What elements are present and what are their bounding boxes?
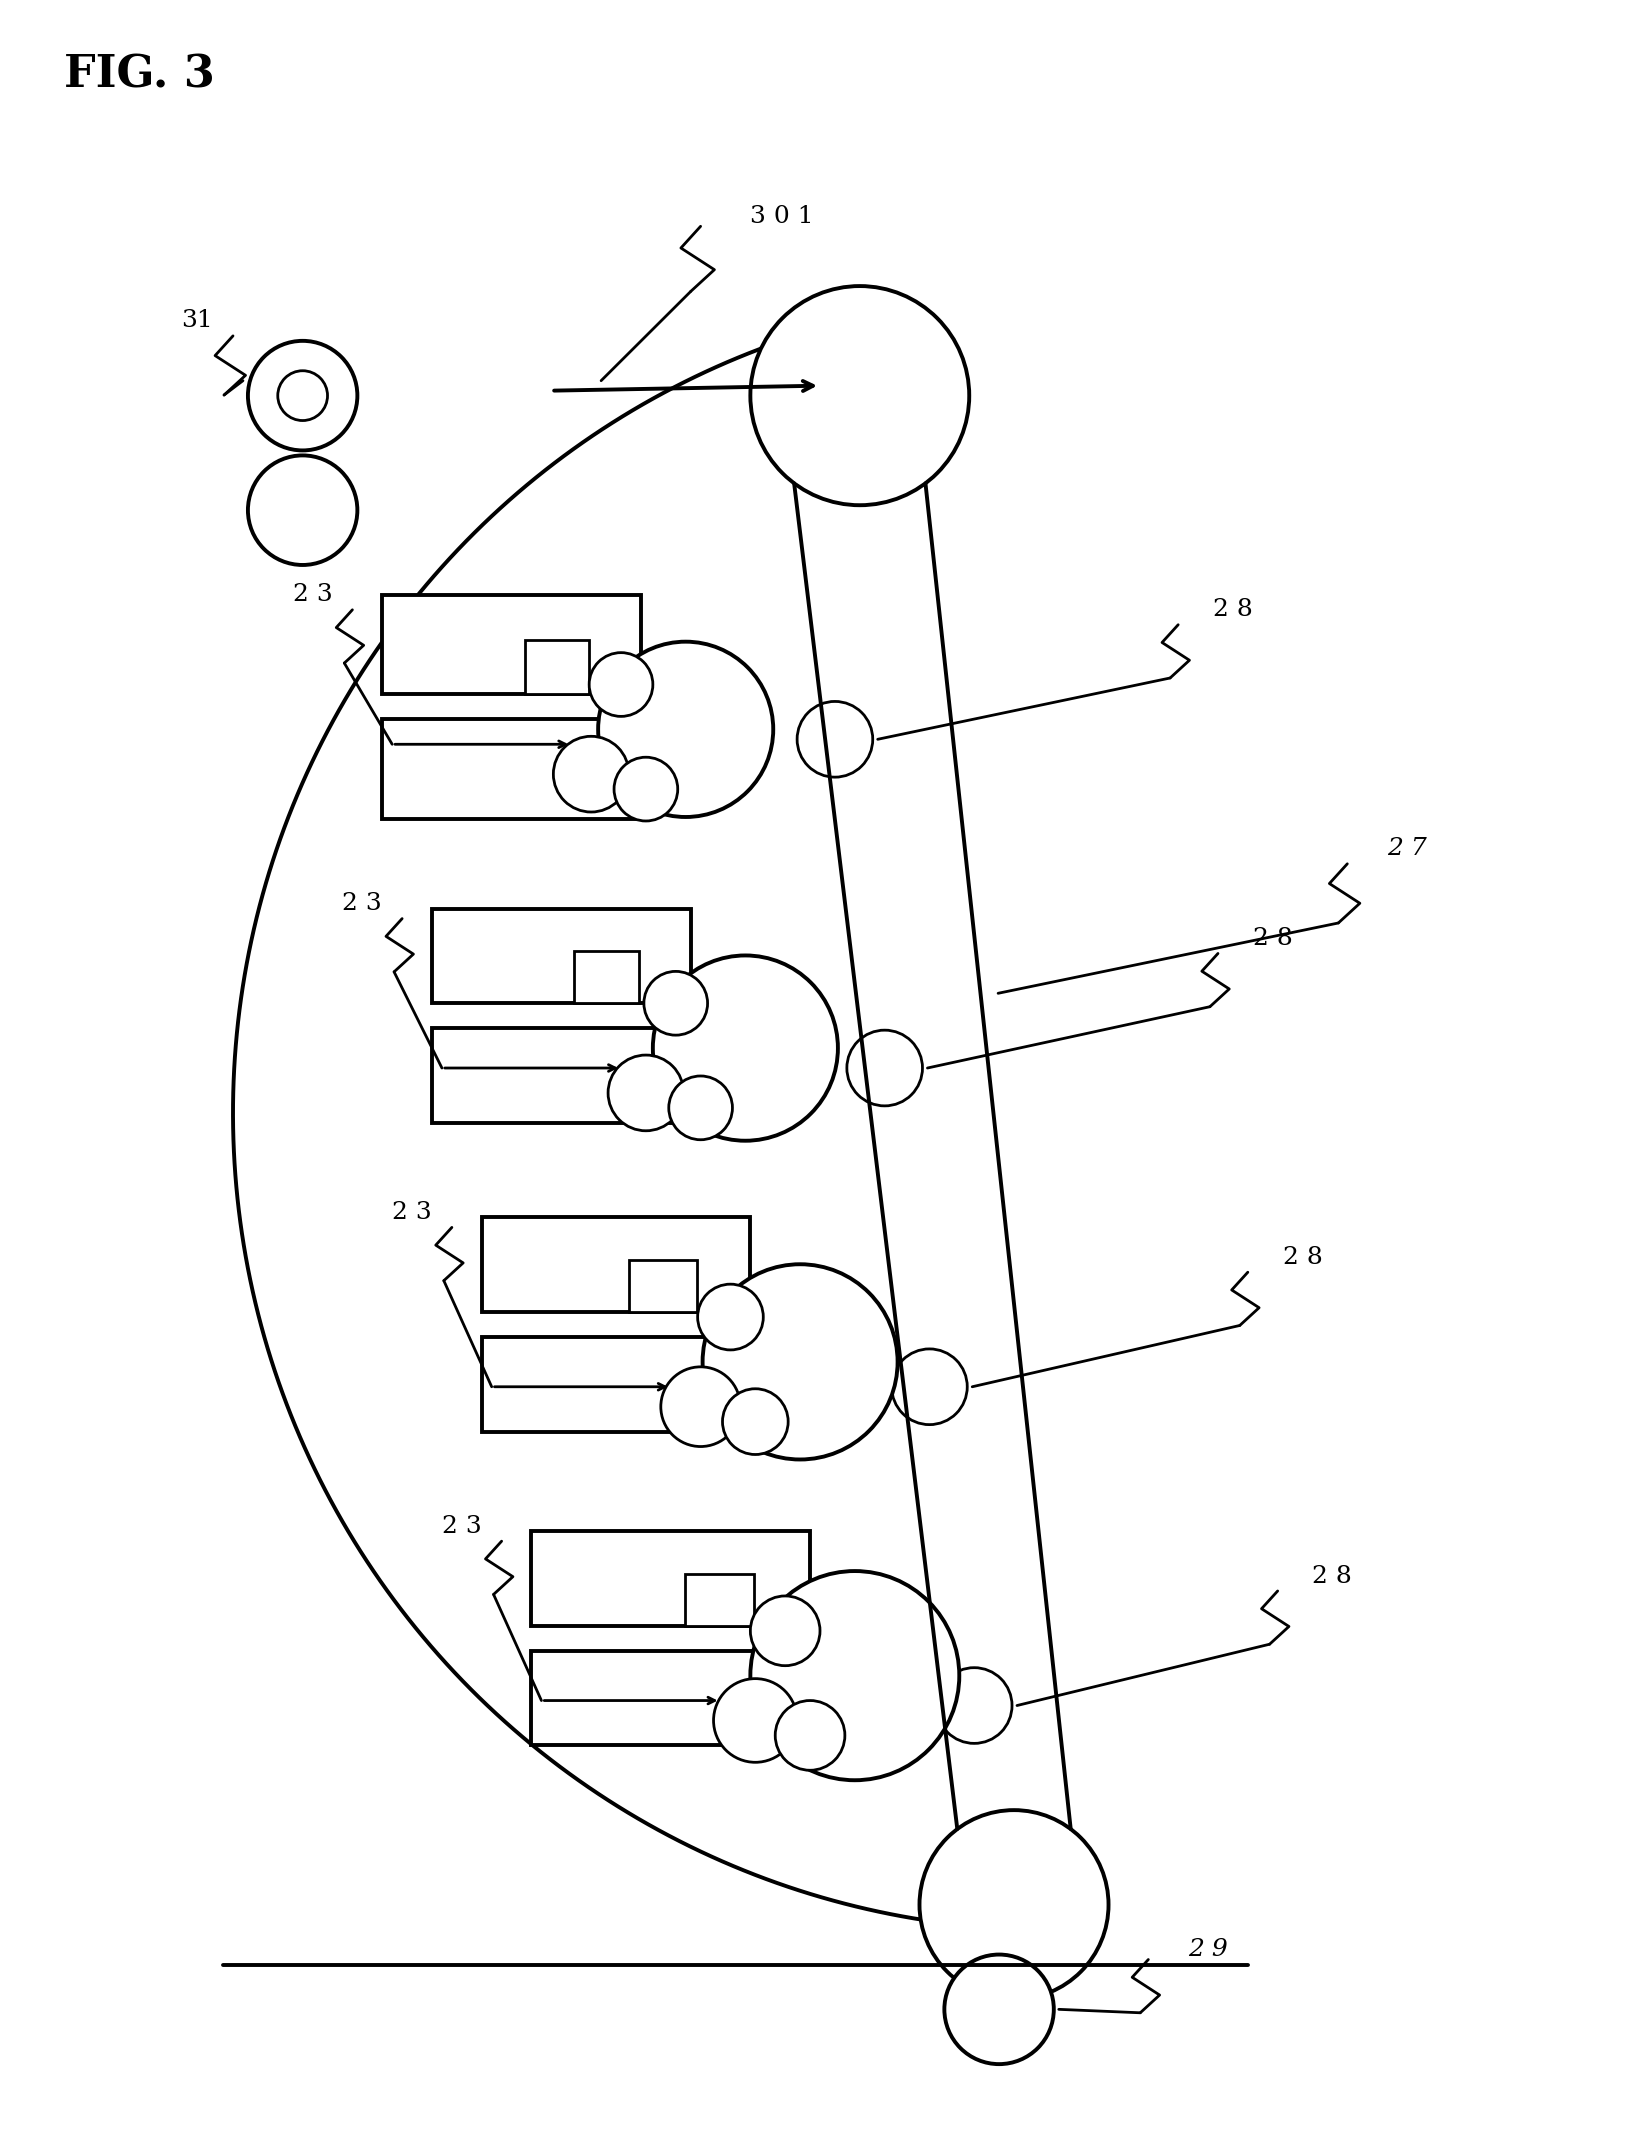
Circle shape: [644, 971, 706, 1035]
Text: 2 3: 2 3: [441, 1515, 482, 1539]
Text: FIG. 3: FIG. 3: [64, 54, 215, 96]
Text: 2 8: 2 8: [1311, 1564, 1352, 1588]
Bar: [531, 1532, 810, 1627]
Circle shape: [669, 1076, 733, 1140]
Circle shape: [936, 1667, 1011, 1744]
Circle shape: [751, 285, 969, 506]
Text: 2 8: 2 8: [1252, 928, 1292, 949]
Circle shape: [846, 1031, 921, 1106]
Bar: [629, 1260, 697, 1312]
Circle shape: [661, 1367, 739, 1447]
Circle shape: [552, 737, 629, 812]
Bar: [482, 1217, 751, 1312]
Circle shape: [697, 1284, 762, 1350]
Text: 2 7: 2 7: [1387, 838, 1426, 859]
Circle shape: [588, 654, 652, 716]
Bar: [531, 1650, 810, 1744]
Circle shape: [247, 456, 357, 566]
Circle shape: [919, 1811, 1108, 1999]
Text: 3 0 1: 3 0 1: [751, 206, 813, 227]
Circle shape: [277, 371, 328, 420]
Circle shape: [751, 1597, 820, 1665]
Circle shape: [247, 341, 357, 450]
Bar: [574, 951, 639, 1003]
Bar: [431, 909, 690, 1003]
Circle shape: [797, 701, 872, 778]
Circle shape: [701, 1264, 897, 1459]
Circle shape: [608, 1054, 683, 1132]
Text: 2 8: 2 8: [1282, 1245, 1321, 1269]
Text: 2 3: 2 3: [392, 1200, 431, 1224]
Text: 2 9: 2 9: [1187, 1937, 1228, 1961]
Circle shape: [944, 1954, 1054, 2064]
Text: 2 3: 2 3: [292, 583, 333, 606]
Bar: [382, 596, 641, 694]
Text: 2 3: 2 3: [343, 891, 382, 915]
Text: 2 8: 2 8: [1213, 598, 1252, 621]
Circle shape: [751, 1571, 959, 1781]
Circle shape: [892, 1348, 967, 1425]
Circle shape: [613, 756, 677, 821]
Circle shape: [723, 1389, 788, 1455]
Circle shape: [652, 956, 838, 1140]
Circle shape: [775, 1702, 844, 1770]
Text: 31: 31: [182, 309, 213, 332]
Circle shape: [713, 1678, 797, 1762]
Bar: [482, 1337, 751, 1432]
Bar: [431, 1029, 690, 1123]
Bar: [524, 641, 588, 694]
Bar: [382, 720, 641, 819]
Bar: [683, 1573, 754, 1627]
Circle shape: [598, 641, 772, 816]
